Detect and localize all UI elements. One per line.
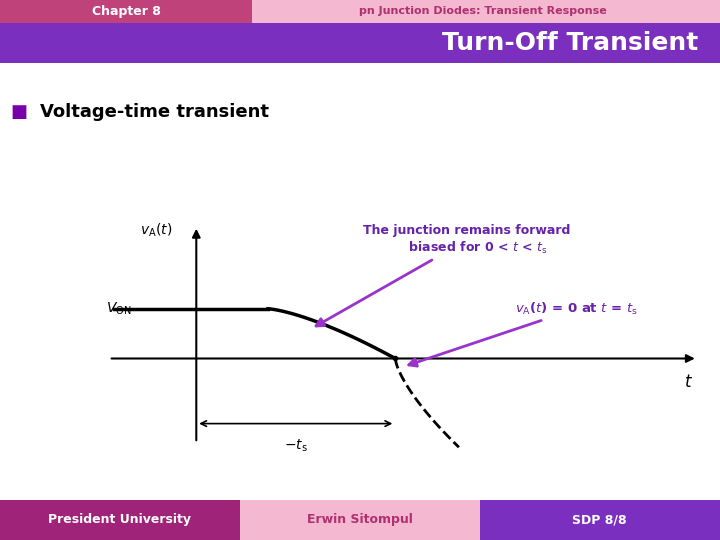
Text: The junction remains forward
     biased for 0 < $t$ < $t_{\rm s}$: The junction remains forward biased for … [316,225,570,326]
Text: SDP 8/8: SDP 8/8 [572,513,627,526]
Text: Turn-Off Transient: Turn-Off Transient [442,31,698,55]
Text: $t$: $t$ [684,373,693,391]
Text: Erwin Sitompul: Erwin Sitompul [307,513,413,526]
Text: Chapter 8: Chapter 8 [91,5,161,18]
Text: pn Junction Diodes: Transient Response: pn Junction Diodes: Transient Response [359,6,606,16]
Text: $-t_{\rm s}$: $-t_{\rm s}$ [284,438,307,454]
Text: $V_{\rm ON}$: $V_{\rm ON}$ [106,301,131,317]
Text: $v_{\rm A}$($t$) = 0 at $t$ = $t_{\rm s}$: $v_{\rm A}$($t$) = 0 at $t$ = $t_{\rm s}… [409,301,638,366]
Text: $v_{\rm A}$$(t)$: $v_{\rm A}$$(t)$ [140,222,173,239]
Text: ■: ■ [11,103,28,121]
Text: Voltage-time transient: Voltage-time transient [40,103,269,121]
Text: President University: President University [48,513,191,526]
